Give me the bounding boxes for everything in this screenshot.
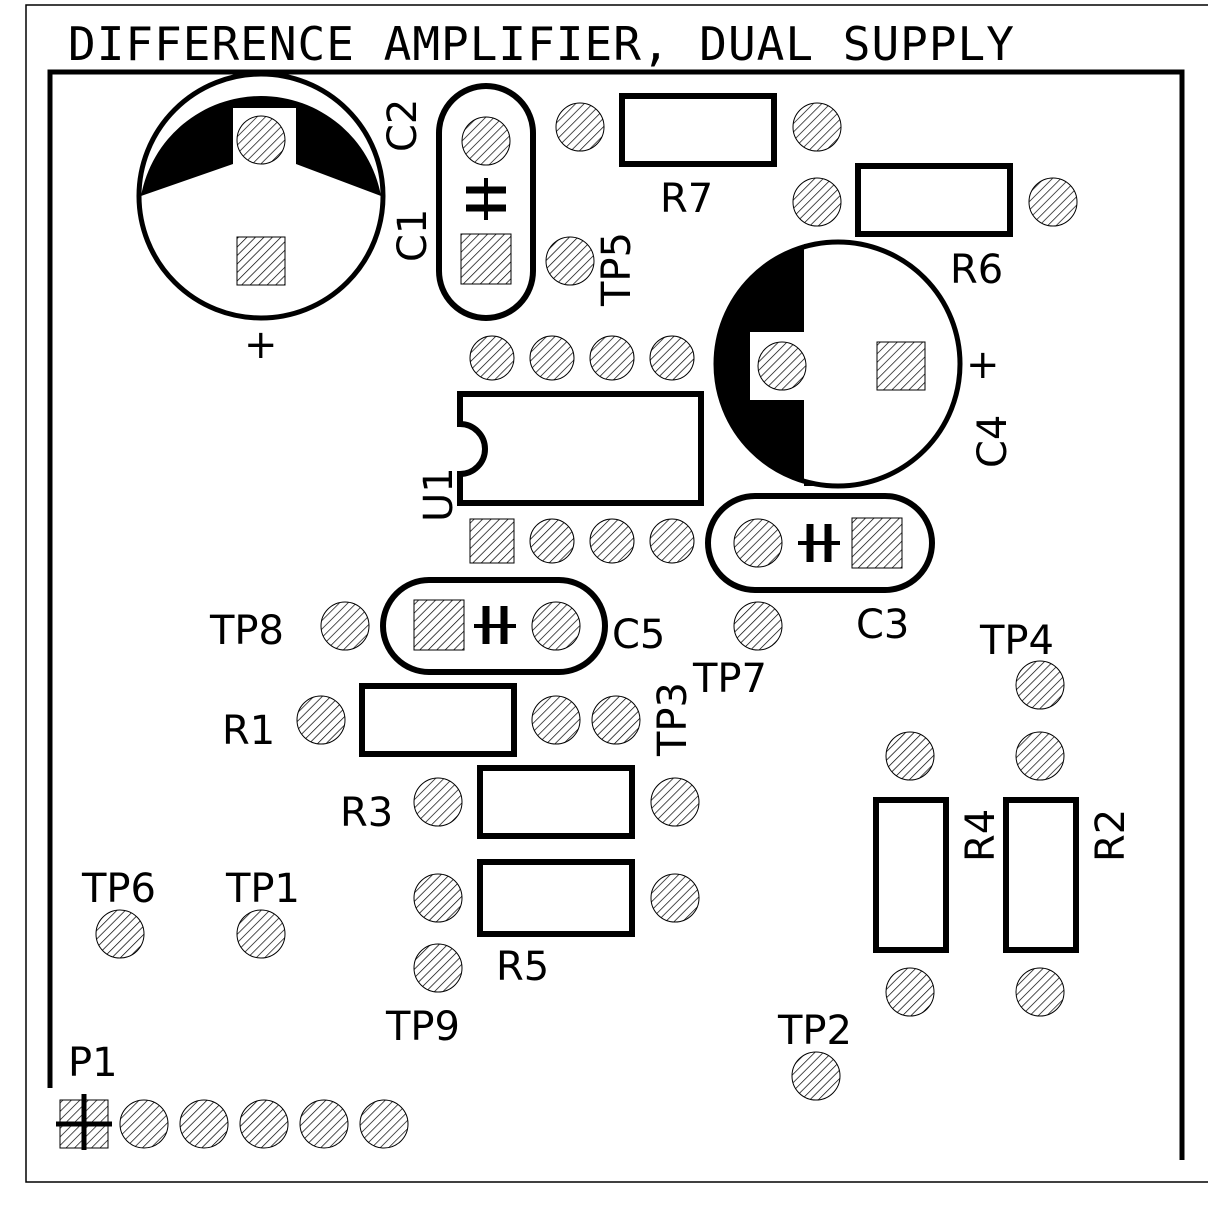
resistor-r6[interactable]: R6 bbox=[792, 163, 1078, 293]
header-p1[interactable]: P1 bbox=[56, 1040, 409, 1150]
p1-pin-4[interactable] bbox=[239, 1099, 289, 1149]
resistor-r4[interactable]: R4 bbox=[873, 731, 1004, 1017]
c1-label: C1 bbox=[390, 209, 436, 262]
tp7-label: TP7 bbox=[692, 656, 767, 702]
tp9-label: TP9 bbox=[385, 1004, 460, 1050]
r5-label: R5 bbox=[496, 944, 549, 990]
c2-label: C2 bbox=[380, 99, 426, 152]
c5-pad-1-square[interactable] bbox=[413, 599, 465, 651]
c5-pad-2[interactable] bbox=[531, 601, 581, 651]
resistor-r3[interactable]: R3 bbox=[340, 765, 700, 839]
tp4-label: TP4 bbox=[979, 618, 1054, 664]
test-point-tp1[interactable]: TP1 bbox=[225, 866, 300, 959]
test-point-tp5[interactable]: TP5 bbox=[545, 232, 640, 307]
r7-label: R7 bbox=[660, 176, 713, 222]
p1-label: P1 bbox=[68, 1040, 118, 1086]
c4-pad-1[interactable] bbox=[757, 341, 807, 391]
tp2-label: TP2 bbox=[777, 1008, 852, 1054]
test-point-tp9[interactable]: TP9 bbox=[385, 943, 463, 1050]
resistor-r7[interactable]: R7 bbox=[555, 93, 842, 222]
board-frame bbox=[25, 4, 1208, 1183]
tp8-label: TP8 bbox=[209, 608, 284, 654]
test-point-tp7[interactable]: TP7 bbox=[692, 601, 783, 702]
r2-label: R2 bbox=[1088, 809, 1134, 862]
c1-pad-2-square[interactable] bbox=[460, 233, 512, 285]
p1-pin-3[interactable] bbox=[179, 1099, 229, 1149]
capacitor-c3[interactable]: C3 bbox=[705, 493, 935, 648]
r4-label: R4 bbox=[958, 809, 1004, 862]
tp6-label: TP6 bbox=[81, 866, 156, 912]
c3-pad-1[interactable] bbox=[733, 518, 783, 568]
test-point-tp2[interactable]: TP2 bbox=[777, 1008, 852, 1101]
c2-plus-mark: + bbox=[244, 322, 278, 368]
c4-label: C4 bbox=[970, 415, 1016, 468]
c4-pad-2-square[interactable] bbox=[876, 341, 926, 391]
test-point-tp6[interactable]: TP6 bbox=[81, 866, 156, 959]
test-point-tp3[interactable]: TP3 bbox=[591, 682, 696, 757]
c2-pad-2-square[interactable] bbox=[236, 236, 286, 286]
resistor-r1[interactable]: R1 bbox=[222, 683, 581, 757]
capacitor-c5[interactable]: C5 bbox=[380, 577, 665, 675]
p1-pin-6[interactable] bbox=[359, 1099, 409, 1149]
r3-label: R3 bbox=[340, 790, 393, 836]
u1-label: U1 bbox=[416, 467, 462, 522]
c3-label: C3 bbox=[856, 602, 909, 648]
test-point-tp4[interactable]: TP4 bbox=[979, 618, 1065, 710]
c1-pad-1[interactable] bbox=[461, 116, 511, 166]
capacitor-c1[interactable]: C1 bbox=[390, 83, 536, 321]
ic-u1[interactable]: U1 bbox=[416, 335, 704, 564]
c2-pad-1[interactable] bbox=[236, 115, 286, 165]
u1-pin-1-square[interactable] bbox=[469, 518, 515, 564]
r6-label: R6 bbox=[950, 247, 1003, 293]
resistor-r5[interactable]: R5 bbox=[413, 859, 700, 990]
tp3-label: TP3 bbox=[650, 682, 696, 757]
board-outline bbox=[47, 69, 1185, 1160]
c3-pad-2-square[interactable] bbox=[851, 517, 903, 569]
capacitor-c4[interactable]: + C4 bbox=[713, 239, 1016, 489]
resistor-r2[interactable]: R2 bbox=[1003, 731, 1134, 1017]
capacitor-c2[interactable]: + C2 bbox=[136, 71, 426, 368]
c5-label: C5 bbox=[612, 612, 665, 658]
p1-pin-2[interactable] bbox=[119, 1099, 169, 1149]
tp5-label: TP5 bbox=[594, 232, 640, 307]
c4-plus-mark: + bbox=[966, 342, 1000, 388]
board-title: DIFFERENCE AMPLIFIER, DUAL SUPPLY bbox=[68, 17, 1015, 71]
p1-pin-5[interactable] bbox=[299, 1099, 349, 1149]
test-point-tp8[interactable]: TP8 bbox=[209, 601, 370, 654]
tp1-label: TP1 bbox=[225, 866, 300, 912]
r1-label: R1 bbox=[222, 708, 275, 754]
